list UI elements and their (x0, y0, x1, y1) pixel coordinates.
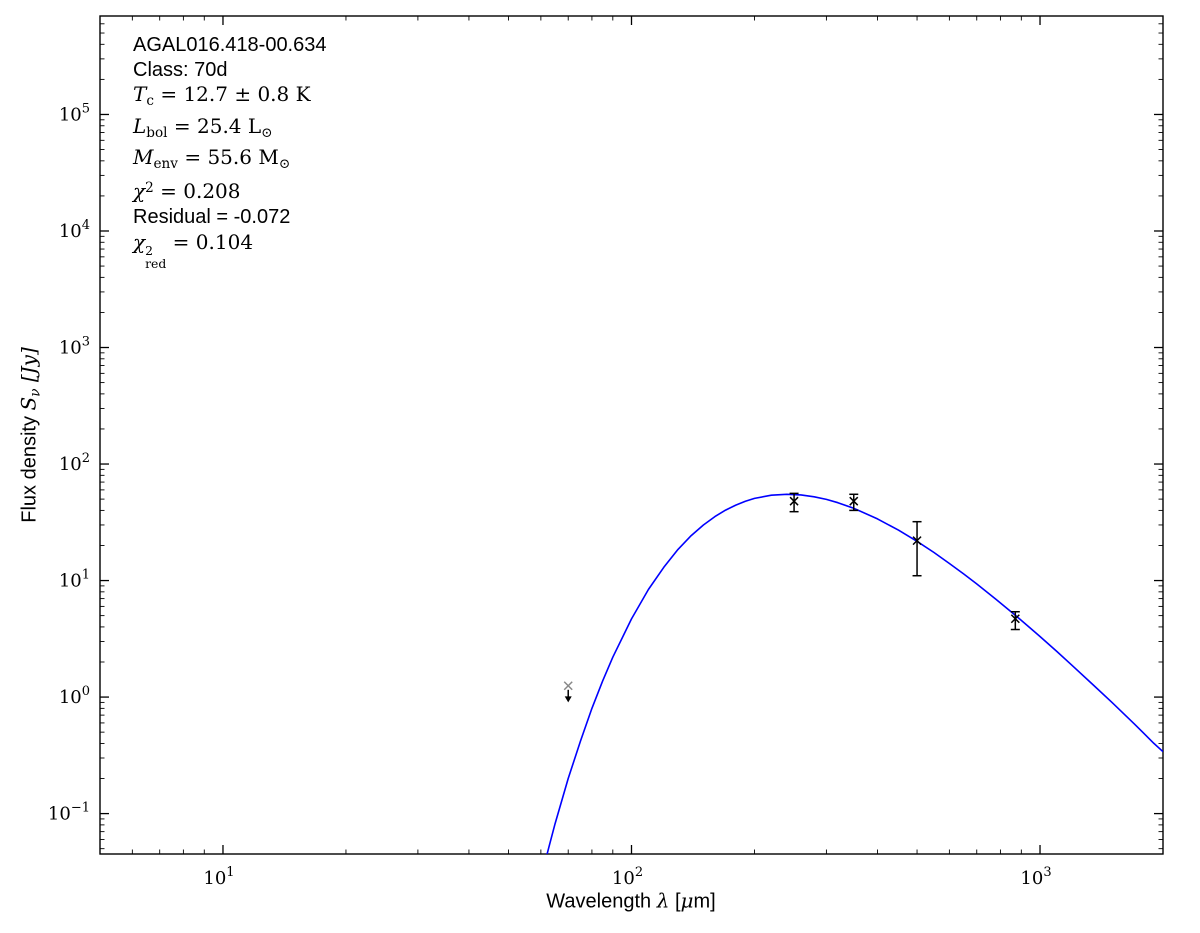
annotation-line: χ 2 red = 0.104 (133, 229, 254, 272)
x-marker (912, 536, 922, 546)
y-tick-label: 100 (59, 684, 90, 708)
math-sup-sub: 2 red (145, 243, 167, 272)
annotation-line: χ2 = 0.208 (133, 179, 241, 204)
y-tick-label: 10−1 (48, 801, 90, 825)
upper-limit-x-marker (563, 681, 573, 691)
y-axis-label: Flux density Sν [Jy] (16, 347, 44, 523)
plot-frame (99, 15, 1164, 855)
annotation-line: Lbol = 25.4 L⊙ (133, 113, 273, 141)
x-marker (563, 681, 573, 691)
y-tick-label: 103 (59, 335, 90, 359)
x-axis-label: Wavelength λ [μm] (546, 888, 716, 913)
y-tick-label: 102 (59, 451, 90, 475)
annotation-line: Menv = 55.6 M⊙ (133, 144, 291, 172)
y-tick-label: 104 (59, 218, 90, 242)
x-tick-label: 101 (203, 865, 234, 889)
annotation-line: Tc = 12.7 ± 0.8 K (133, 82, 311, 109)
model-curve (546, 493, 1163, 854)
photometry-point (789, 492, 799, 513)
x-tick-label: 102 (612, 865, 643, 889)
annotation-line: Residual = -0.072 (133, 206, 291, 229)
annotation-line: AGAL016.418-00.634 (133, 34, 327, 56)
upper-limit-marker (563, 681, 573, 703)
x-marker (849, 496, 859, 506)
annotation-line: Class: 70d (133, 58, 228, 81)
annotation-block: AGAL016.418-00.634 Class: 70d Tc = 12.7 ± … (133, 33, 327, 271)
y-tick-label: 101 (59, 568, 90, 592)
photometry-layer (789, 492, 1020, 631)
axis-ticks (100, 16, 1163, 854)
y-tick-label: 105 (59, 101, 90, 125)
model-curve-layer (546, 493, 1163, 854)
down-arrow-head (564, 696, 572, 703)
x-marker (789, 496, 799, 506)
photometry-point (1010, 610, 1020, 631)
photometry-point (849, 493, 859, 512)
photometry-point (912, 520, 922, 577)
x-tick-label: 103 (1020, 865, 1051, 889)
x-marker (1010, 614, 1020, 624)
